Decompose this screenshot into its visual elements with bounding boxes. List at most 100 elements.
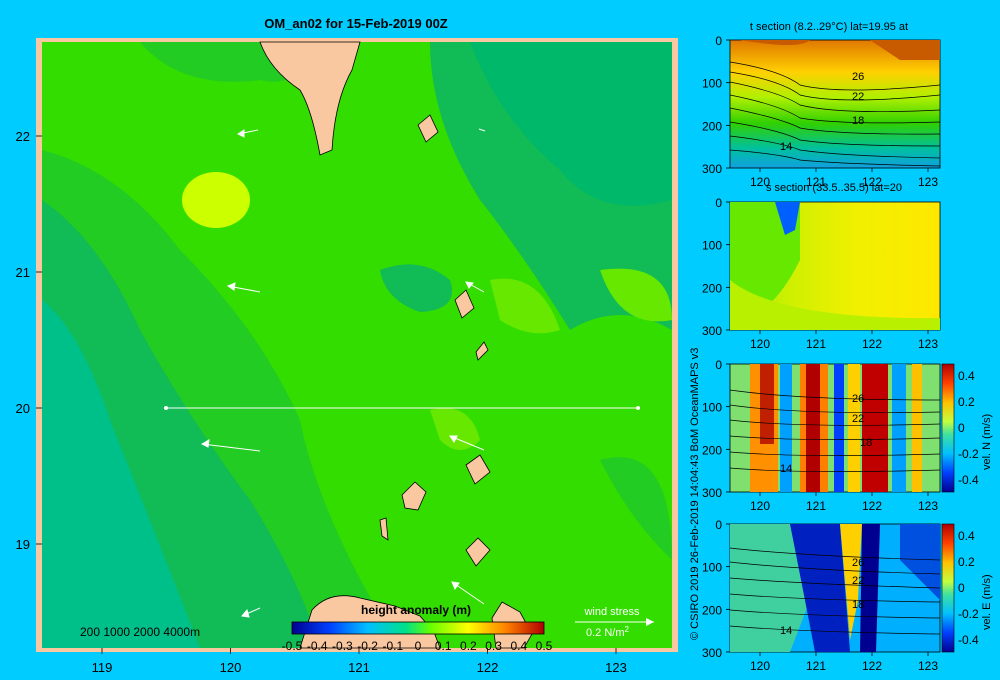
vel-n-colorbar xyxy=(941,363,955,493)
vn_section-colorbar-tick: 0 xyxy=(958,421,965,435)
island xyxy=(401,481,427,511)
vn_section-lon-tick: 120 xyxy=(750,499,770,513)
contour-label: 22 xyxy=(852,413,864,425)
lat-tick-label: 19 xyxy=(16,537,30,552)
vel-n-section-panel: 26 22 18 14 vel. N (m/s) xyxy=(729,363,993,493)
lat-tick-label: 22 xyxy=(16,129,30,144)
lon-tick-label: 122 xyxy=(477,660,499,675)
colorbar-tick-label: -0.1 xyxy=(382,639,403,653)
vn_section-lon-tick: 122 xyxy=(862,499,882,513)
t-section-title: t section (8.2..29°C) lat=19.95 at xyxy=(750,21,908,33)
s-section-title: s section (33.5..35.5) lat=20 xyxy=(766,182,902,194)
ve_section-colorbar-tick: 0 xyxy=(958,581,965,595)
colorbar xyxy=(291,621,545,635)
vn_section-depth-tick: 100 xyxy=(702,401,722,415)
vn_section-colorbar-tick: -0.4 xyxy=(958,473,979,487)
height-anomaly-field xyxy=(42,42,672,648)
map-lat-ticks: 22 21 20 19 xyxy=(16,129,42,552)
colorbar-ticks: -0.5 -0.4 -0.3 -0.2 -0.1 0 0.1 0.2 0.3 0.4 0.5 xyxy=(282,639,553,653)
ve_section-colorbar-tick: 0.4 xyxy=(958,529,975,543)
s_section-lon-tick: 123 xyxy=(918,337,938,351)
wind-stress-arrows xyxy=(200,128,486,618)
map-title: OM_an02 for 15-Feb-2019 00Z xyxy=(264,16,448,31)
s_section-depth-tick: 300 xyxy=(702,324,722,338)
contour-label: 14 xyxy=(780,141,792,153)
colorbar-tick-label: 0.2 xyxy=(460,639,477,653)
island xyxy=(465,454,491,485)
colorbar-tick-label: 0.1 xyxy=(435,639,452,653)
ve_section-lon-tick: 122 xyxy=(862,659,882,673)
contour-label: 18 xyxy=(852,599,864,611)
contour-label: 18 xyxy=(860,437,872,449)
vel-e-section-panel: 26 22 18 14 vel. E (m/s) xyxy=(729,523,993,653)
contour-label: 14 xyxy=(780,625,792,637)
lat-tick-label: 21 xyxy=(16,265,30,280)
s-section-panel: s section (33.5..35.5) lat=20 xyxy=(729,182,941,331)
island xyxy=(465,537,491,567)
s_section-depth-tick: 0 xyxy=(715,196,722,210)
colorbar-tick-label: 0 xyxy=(415,639,422,653)
t_section-lon-tick: 123 xyxy=(918,175,938,189)
credit-text: © CSIRO 2019 26-Feb-2019 14:04:43 BoM Oc… xyxy=(689,348,701,640)
s_section-lon-tick: 122 xyxy=(862,337,882,351)
contour-label: 22 xyxy=(852,575,864,587)
section-line-lat20 xyxy=(164,406,640,410)
colorbar-tick-label: -0.2 xyxy=(357,639,378,653)
wind-stress-arrowhead xyxy=(646,618,654,626)
lon-tick-label: 120 xyxy=(220,660,242,675)
contour-label: 26 xyxy=(852,71,864,83)
ve_section-lon-tick: 123 xyxy=(918,659,938,673)
wind-stress-label: wind stress xyxy=(583,606,640,618)
colorbar-tick-label: 0.5 xyxy=(536,639,553,653)
s_section-lon-tick: 120 xyxy=(750,337,770,351)
land-masses xyxy=(259,41,533,649)
contour-label: 22 xyxy=(852,91,864,103)
colorbar-tick-label: 0.3 xyxy=(485,639,502,653)
vn_section-depth-tick: 200 xyxy=(702,443,722,457)
vn_section-lon-tick: 123 xyxy=(918,499,938,513)
colorbar-tick-label: -0.5 xyxy=(282,639,303,653)
vel-n-label: vel. N (m/s) xyxy=(981,414,993,470)
ve_section-depth-tick: 200 xyxy=(702,603,722,617)
t-section-panel: t section (8.2..29°C) lat=19.95 at 26 22… xyxy=(729,21,941,169)
vel-e-label: vel. E (m/s) xyxy=(981,574,993,630)
lat-tick-label: 20 xyxy=(16,401,30,416)
ve_section-depth-tick: 0 xyxy=(715,518,722,532)
contour-label: 26 xyxy=(852,557,864,569)
ve_section-depth-tick: 100 xyxy=(702,561,722,575)
island xyxy=(379,517,389,541)
vn_section-colorbar-tick: -0.2 xyxy=(958,447,979,461)
ve_section-depth-tick: 300 xyxy=(702,646,722,660)
island xyxy=(475,341,489,361)
ve_section-colorbar-tick: -0.2 xyxy=(958,607,979,621)
s_section-depth-tick: 200 xyxy=(702,281,722,295)
colorbar-title: height anomaly (m) xyxy=(361,603,471,617)
vn_section-depth-tick: 300 xyxy=(702,486,722,500)
t_section-lon-tick: 120 xyxy=(750,175,770,189)
t_section-lon-tick: 121 xyxy=(806,175,826,189)
island xyxy=(417,114,439,143)
vn_section-colorbar-tick: 0.2 xyxy=(958,395,975,409)
contour-label: 14 xyxy=(780,463,792,475)
taiwan-land xyxy=(259,41,361,156)
colorbar-tick-label: 0.4 xyxy=(510,639,527,653)
t_section-lon-tick: 122 xyxy=(862,175,882,189)
s_section-depth-tick: 100 xyxy=(702,239,722,253)
contour-label: 26 xyxy=(852,393,864,405)
ve_section-lon-tick: 121 xyxy=(806,659,826,673)
s_section-lon-tick: 121 xyxy=(806,337,826,351)
t_section-depth-tick: 100 xyxy=(702,77,722,91)
lon-tick-label: 119 xyxy=(92,660,113,675)
vel-e-colorbar xyxy=(941,523,955,653)
ve_section-colorbar-tick: 0.2 xyxy=(958,555,975,569)
colorbar-tick-label: -0.3 xyxy=(332,639,353,653)
contour-label: 18 xyxy=(852,115,864,127)
vn_section-colorbar-tick: 0.4 xyxy=(958,369,975,383)
island xyxy=(454,289,475,319)
t_section-depth-tick: 0 xyxy=(715,34,722,48)
lon-tick-label: 121 xyxy=(348,660,370,675)
wind-stress-scale: 0.2 N/m2 xyxy=(586,625,630,639)
map-lon-ticks: 119 120 121 122 123 xyxy=(92,648,627,675)
panel-axis-ticks: 0 100 200 300 120 121 122 123 0 100 200 300 120 121 12… xyxy=(702,34,979,673)
